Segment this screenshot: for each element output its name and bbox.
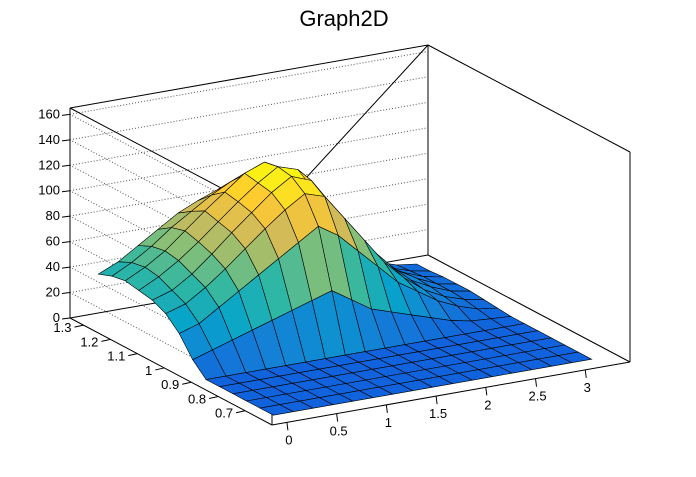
grid-line: [69, 127, 429, 192]
z-tick-mark: [61, 266, 71, 269]
x-tick-mark: [435, 396, 438, 405]
z-tick-mark: [61, 139, 71, 142]
z-tick-label: 160: [38, 106, 60, 121]
y-tick-label: 0.8: [188, 391, 206, 406]
x-tick-label: 1.5: [429, 406, 447, 421]
z-tick-label: 20: [46, 285, 60, 300]
x-tick-label: 2: [484, 397, 491, 412]
y-tick-label: 1.2: [80, 334, 98, 349]
x-tick-label: 2.5: [528, 389, 546, 404]
x-tick-mark: [485, 387, 488, 396]
z-tick-mark: [61, 215, 71, 218]
x-tick-label: 3: [584, 380, 591, 395]
z-tick-mark: [61, 113, 71, 116]
z-tick-mark: [61, 317, 71, 320]
x-tick-label: 0: [285, 432, 292, 447]
frame-edge: [69, 44, 429, 109]
z-tick-mark: [61, 241, 71, 244]
y-tick-mark: [128, 353, 138, 357]
y-tick-mark: [209, 395, 219, 399]
grid-line: [69, 292, 273, 400]
y-axis: 0.7 0.8 0.9 1 1.1 1.2 1.3: [53, 320, 246, 421]
grid-line: [69, 50, 429, 115]
grid-line: [69, 113, 273, 222]
x-tick-mark: [385, 404, 388, 413]
surface-cell: [557, 351, 593, 364]
y-tick-mark: [182, 381, 192, 385]
z-tick-label: 80: [46, 208, 60, 223]
z-tick-label: 60: [46, 234, 60, 249]
x-tick-mark: [535, 378, 538, 387]
x-tick-label: 0.5: [330, 424, 348, 439]
y-tick-mark: [74, 324, 84, 328]
y-tick-mark: [155, 367, 165, 371]
z-tick-mark: [61, 292, 71, 295]
z-tick-label: 140: [38, 132, 60, 147]
x-tick-mark: [286, 422, 289, 431]
surface-mesh: [97, 161, 593, 416]
z-tick-label: 0: [53, 310, 60, 325]
y-tick-mark: [101, 338, 111, 342]
z-tick-mark: [61, 190, 71, 193]
chart-title: Graph2D: [299, 6, 388, 31]
x-tick-mark: [336, 413, 339, 422]
y-tick-label: 1.1: [107, 349, 125, 364]
frame-edge: [271, 361, 631, 426]
y-tick-label: 1.3: [53, 320, 71, 335]
y-tick-mark: [235, 410, 246, 414]
z-tick-label: 40: [46, 259, 60, 274]
grid-line: [69, 152, 429, 217]
z-tick-label: 120: [38, 157, 60, 172]
z-tick-label: 100: [38, 183, 60, 198]
x-tick-mark: [584, 369, 587, 378]
x-tick-label: 1: [385, 415, 392, 430]
grid-line: [69, 139, 273, 248]
frame-edge: [69, 317, 273, 426]
grid-line: [69, 76, 429, 141]
z-tick-mark: [61, 164, 71, 167]
grid-line: [69, 178, 429, 243]
y-tick-label: 0.7: [215, 406, 233, 421]
frame-edge: [427, 44, 631, 153]
z-axis: 0 20 40 60 80 100 120 140 160: [38, 106, 71, 325]
grid-line: [69, 101, 429, 166]
x-axis: 0 0.5 1 1.5 2 2.5 3: [285, 369, 591, 447]
frame-edge: [427, 254, 631, 363]
y-tick-label: 1: [145, 363, 152, 378]
y-tick-label: 0.9: [161, 377, 179, 392]
